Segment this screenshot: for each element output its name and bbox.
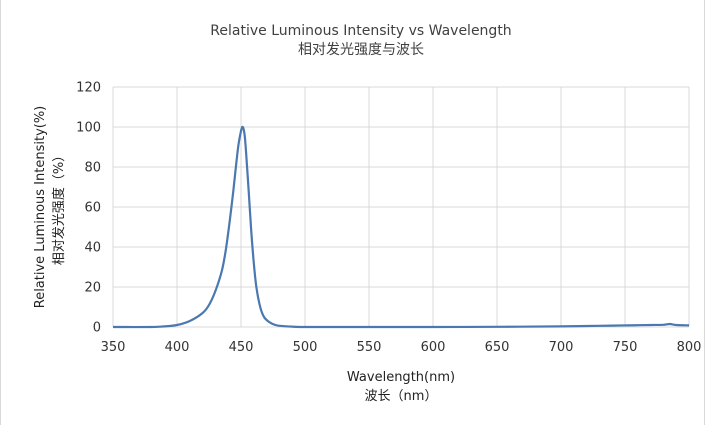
x-tick-label: 650 — [485, 340, 510, 355]
y-tick-label: 100 — [76, 121, 101, 136]
chart-subtitle: 相对发光强度与波长 — [298, 42, 424, 58]
y-axis-label-cn: 相对发光强度（%） — [51, 149, 67, 265]
x-axis-label: Wavelength(nm) — [347, 370, 455, 385]
x-tick-label: 450 — [229, 340, 254, 355]
x-tick-label: 750 — [613, 340, 638, 355]
y-tick-label: 60 — [84, 201, 101, 216]
x-tick-label: 350 — [101, 340, 126, 355]
y-axis-label: Relative Luminous Intensity(%) — [33, 106, 48, 309]
x-axis-label-cn: 波长（nm） — [365, 389, 438, 404]
y-tick-label: 40 — [84, 241, 101, 256]
tick-labels: 0 20 40 60 80 100 120 350 400 450 500 550 600 650 700 7… — [76, 81, 701, 356]
x-tick-label: 800 — [677, 340, 702, 355]
x-tick-label: 500 — [293, 340, 318, 355]
chart-title: Relative Luminous Intensity vs Wavelengt… — [210, 23, 511, 39]
y-tick-label: 20 — [84, 281, 101, 296]
series-line — [112, 125, 690, 329]
grid — [112, 86, 690, 328]
x-tick-label: 550 — [357, 340, 382, 355]
x-tick-label: 600 — [421, 340, 446, 355]
y-tick-label: 80 — [84, 161, 101, 176]
y-tick-label: 0 — [93, 321, 101, 336]
x-tick-label: 400 — [165, 340, 190, 355]
x-tick-label: 700 — [549, 340, 574, 355]
y-tick-label: 120 — [76, 81, 101, 96]
